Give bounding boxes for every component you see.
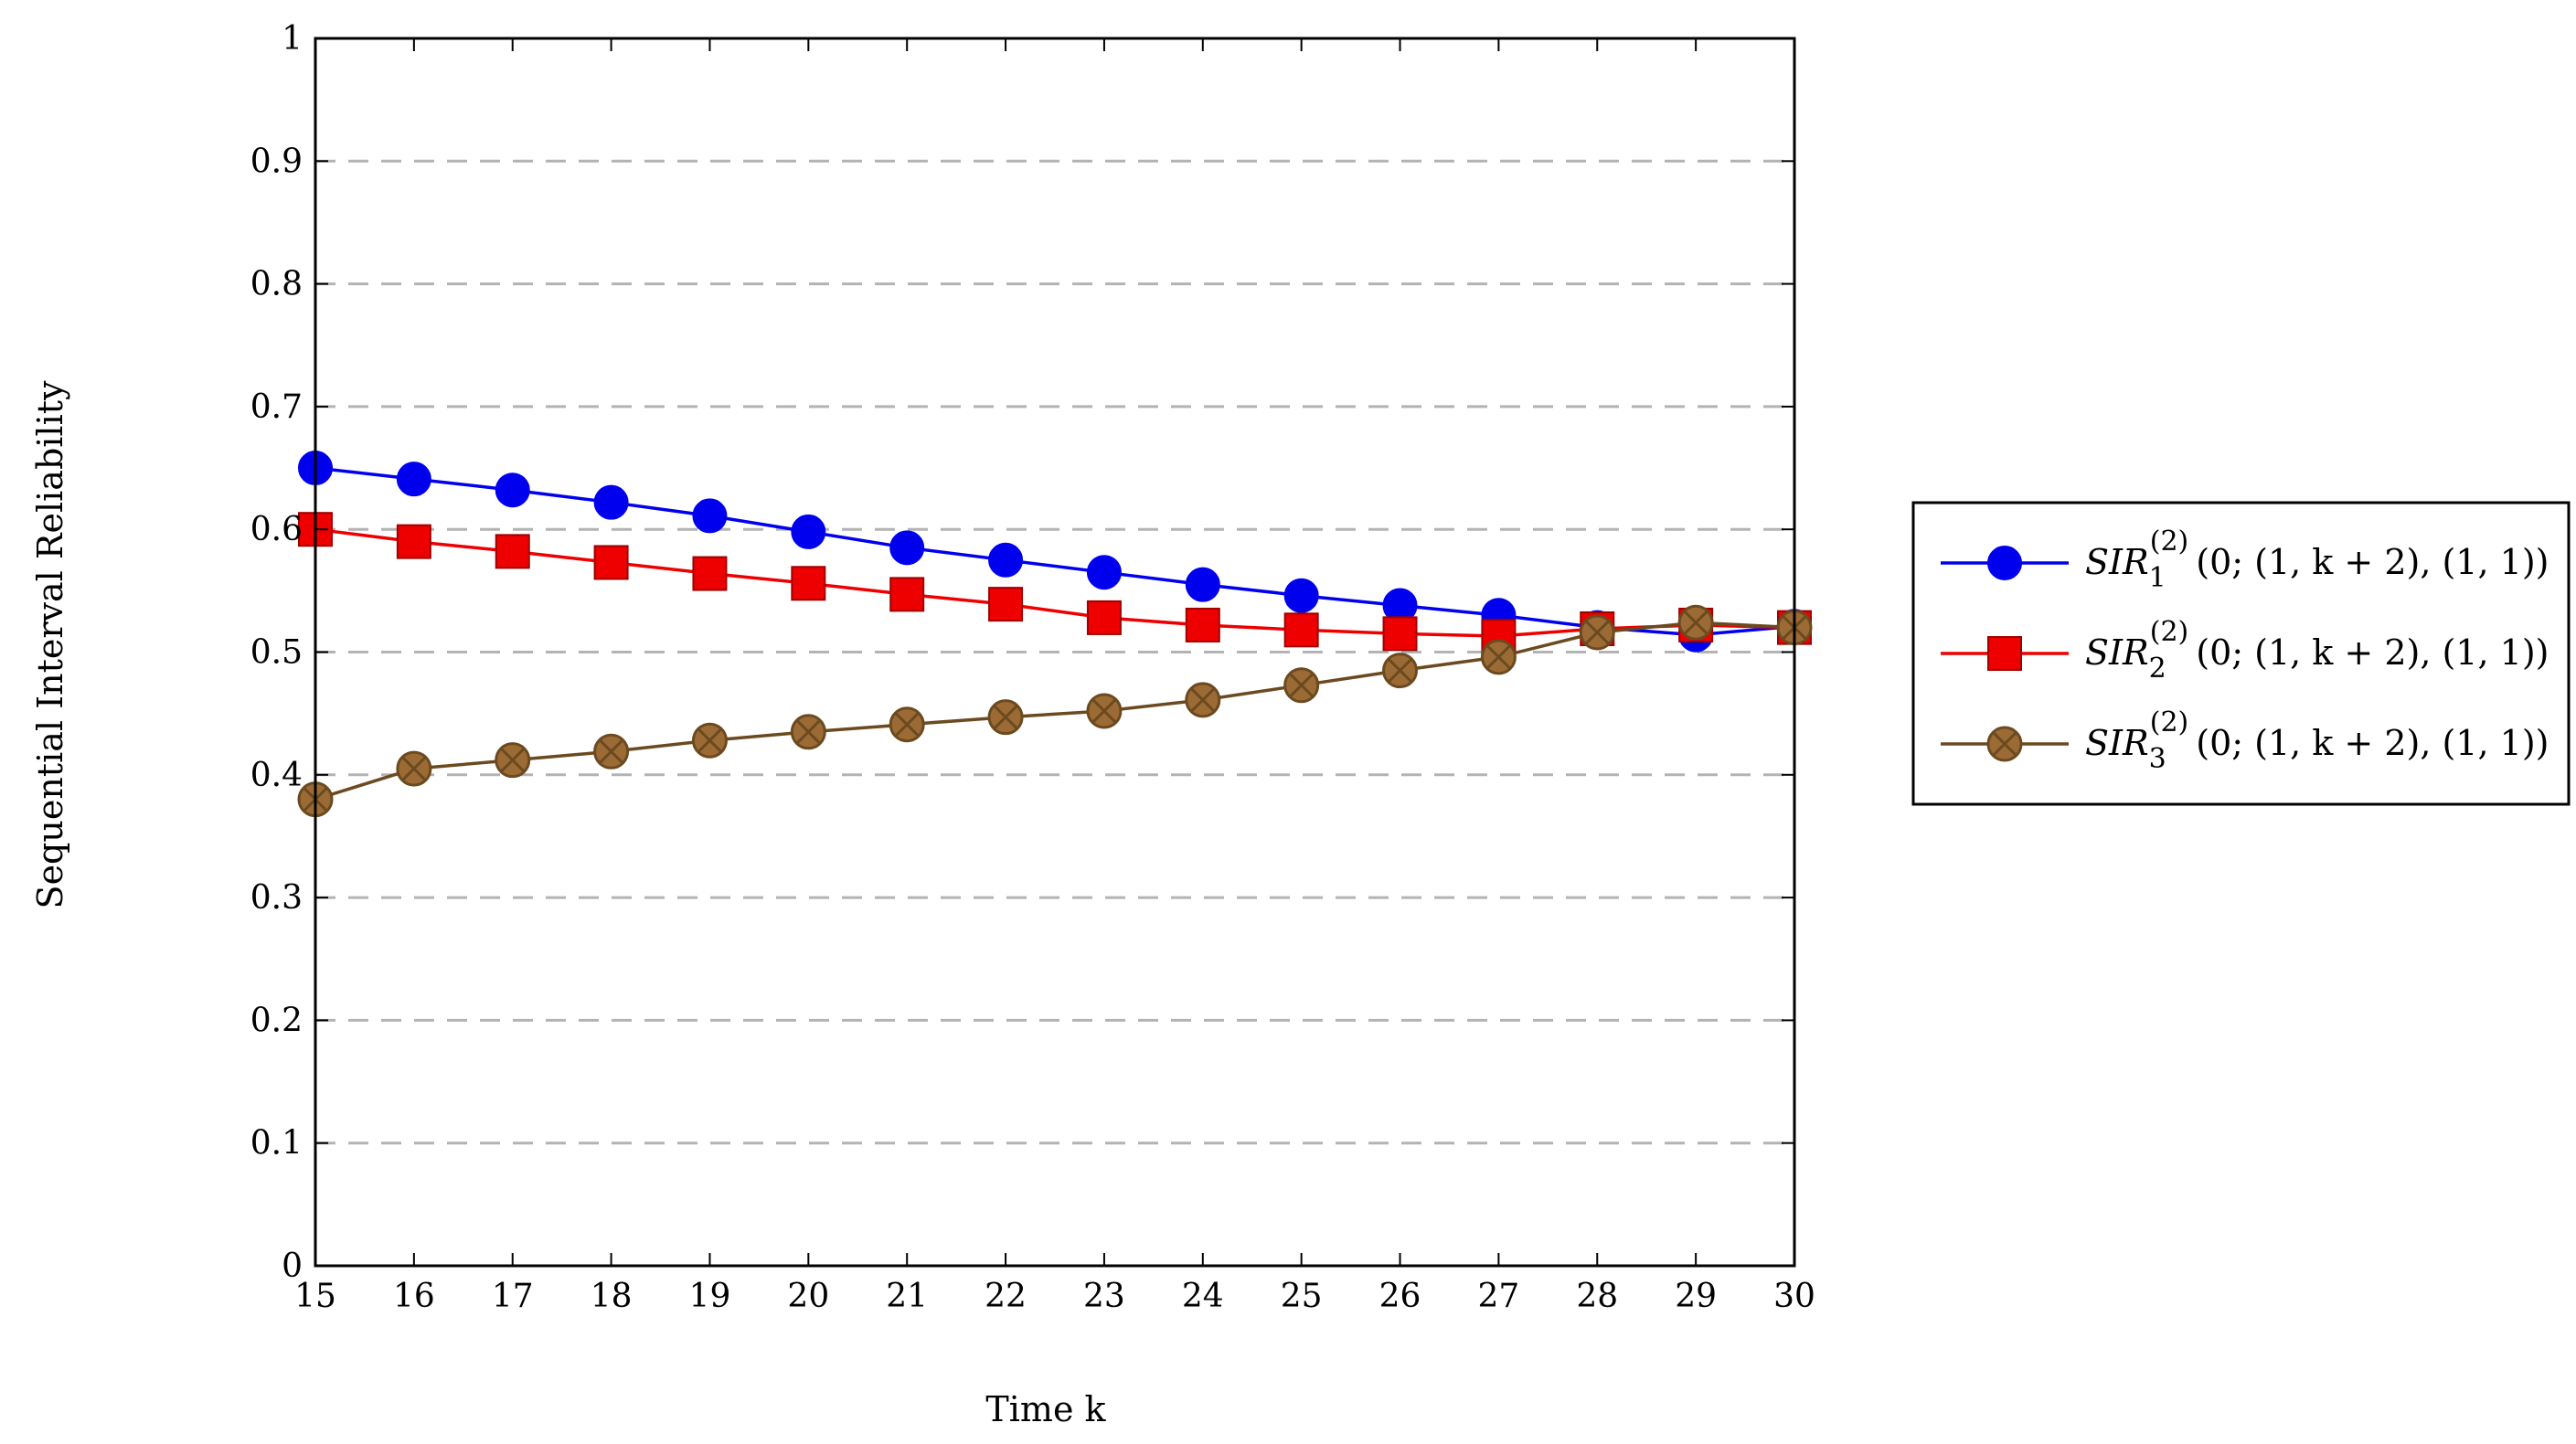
marker-cross	[1091, 698, 1117, 724]
x-tick-label: 15	[294, 1278, 336, 1315]
y-tick-label: 0.4	[250, 757, 303, 794]
series-line-3	[314, 621, 1795, 802]
data-point	[593, 733, 630, 770]
y-tick-label: 0.3	[250, 879, 303, 917]
data-point	[1086, 600, 1122, 635]
legend-marker	[1987, 636, 2022, 671]
data-point	[692, 556, 728, 591]
data-point	[593, 484, 629, 520]
legend-entry: SIR3(2)(0; (1, k + 2), (1, 1))	[1941, 706, 2549, 775]
x-tick-label: 19	[689, 1278, 731, 1315]
marker-cross	[1387, 657, 1413, 684]
data-point	[396, 750, 432, 787]
data-point	[495, 472, 530, 508]
marker-cross	[1288, 672, 1315, 698]
data-point	[1185, 682, 1221, 718]
y-tick-label: 1	[282, 20, 303, 58]
legend-label: SIR3(2)(0; (1, k + 2), (1, 1))	[2085, 706, 2549, 775]
legend-marker	[1986, 726, 2023, 762]
x-axis-title: Time k	[985, 1389, 1106, 1429]
legend-entry: SIR2(2)(0; (1, k + 2), (1, 1))	[1941, 616, 2549, 685]
data-point	[1185, 567, 1220, 602]
y-tick-label: 0.5	[250, 634, 303, 672]
data-point	[691, 722, 728, 759]
marker-cross	[401, 756, 427, 781]
x-tick-label: 23	[1083, 1278, 1125, 1315]
marker-cross	[499, 747, 526, 773]
data-point	[692, 498, 728, 534]
marker-cross	[598, 738, 624, 765]
data-point	[495, 742, 531, 779]
legend: SIR1(2)(0; (1, k + 2), (1, 1)) SIR2(2)(0;…	[1911, 501, 2571, 806]
data-point	[1382, 653, 1419, 689]
series-lines	[314, 466, 1795, 802]
x-tick-label: 26	[1379, 1278, 1421, 1315]
legend-label: SIR2(2)(0; (1, k + 2), (1, 1))	[2085, 616, 2549, 685]
data-point	[1283, 667, 1320, 704]
x-tick-labels: 15 16 17 18 19 20 21 22 23 24 25 26 27 28 29 30	[294, 1278, 1815, 1315]
data-point	[988, 542, 1024, 578]
y-tick-labels: 0 0.1 0.2 0.3 0.4 0.5 0.6 0.7 0.8 0.9 1	[250, 20, 303, 1285]
marker-cross	[993, 704, 1018, 730]
y-tick-label: 0.8	[250, 266, 303, 303]
x-tick-label: 25	[1281, 1278, 1323, 1315]
series-line-2	[314, 527, 1795, 638]
marker-cross	[1485, 644, 1512, 670]
data-point	[495, 534, 530, 569]
data-point	[988, 587, 1024, 622]
legend-marker	[1987, 546, 2022, 580]
data-point	[1283, 612, 1319, 648]
data-point	[396, 462, 431, 497]
data-point	[593, 545, 629, 580]
marker-cross	[1584, 620, 1611, 645]
grid-lines	[315, 159, 1794, 1145]
y-tick-label: 0.2	[250, 1002, 303, 1039]
data-point	[1283, 578, 1319, 613]
data-point	[791, 514, 826, 549]
marker-cross	[795, 719, 822, 745]
series-markers	[297, 451, 1813, 818]
marker-cross	[697, 727, 723, 753]
x-tick-label: 24	[1182, 1278, 1224, 1315]
data-point	[1086, 555, 1122, 590]
data-point	[987, 699, 1024, 736]
x-tick-label: 27	[1477, 1278, 1519, 1315]
data-point	[791, 566, 826, 601]
legend-entry: SIR1(2)(0; (1, k + 2), (1, 1))	[1941, 526, 2549, 594]
data-point	[396, 524, 431, 559]
marker-cross	[1992, 731, 2017, 757]
x-tick-label: 29	[1675, 1278, 1717, 1315]
x-tick-label: 22	[985, 1278, 1027, 1315]
data-point	[1677, 604, 1714, 641]
x-tick-label: 20	[787, 1278, 829, 1315]
data-point	[889, 577, 925, 612]
data-point	[1579, 614, 1615, 651]
x-tick-label: 18	[591, 1278, 633, 1315]
data-point	[889, 706, 925, 743]
y-tick-label: 0.7	[250, 388, 303, 426]
data-point	[1480, 639, 1517, 675]
y-tick-label: 0	[282, 1248, 303, 1285]
marker-cross	[1190, 687, 1216, 713]
x-tick-label: 17	[492, 1278, 534, 1315]
x-tick-label: 30	[1773, 1278, 1815, 1315]
series-line-1	[314, 466, 1795, 637]
y-tick-label: 0.6	[250, 511, 303, 548]
data-point	[889, 530, 925, 566]
data-point	[790, 714, 826, 750]
marker-cross	[894, 711, 920, 738]
data-point	[1382, 616, 1418, 652]
legend-label: SIR1(2)(0; (1, k + 2), (1, 1))	[2085, 526, 2549, 594]
y-axis-title: Sequential Interval Reliability	[30, 380, 70, 908]
axis-ticks	[314, 37, 1795, 1267]
x-tick-label: 16	[393, 1278, 435, 1315]
marker-cross	[1683, 610, 1708, 636]
x-tick-label: 21	[886, 1278, 928, 1315]
y-tick-label: 0.1	[250, 1125, 303, 1163]
data-point	[1185, 607, 1220, 642]
data-point	[1086, 693, 1123, 729]
y-tick-label: 0.9	[250, 143, 303, 180]
x-tick-label: 28	[1576, 1278, 1618, 1315]
